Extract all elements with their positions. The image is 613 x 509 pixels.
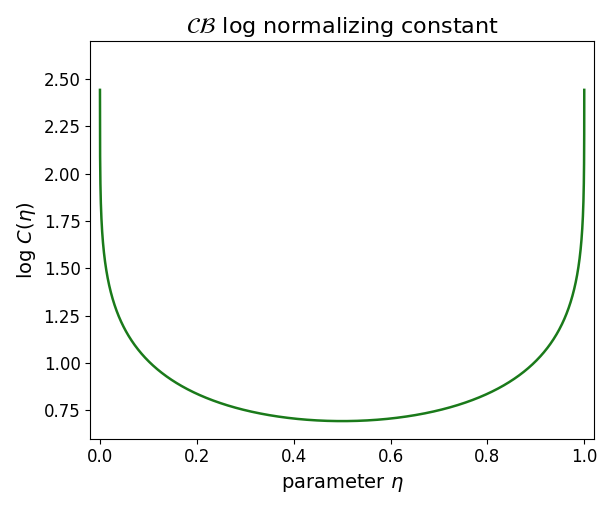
X-axis label: parameter $\eta$: parameter $\eta$ — [281, 472, 403, 494]
Y-axis label: log $C(\eta)$: log $C(\eta)$ — [15, 201, 38, 279]
Title: $\mathcal{CB}$ log normalizing constant: $\mathcal{CB}$ log normalizing constant — [186, 15, 498, 39]
